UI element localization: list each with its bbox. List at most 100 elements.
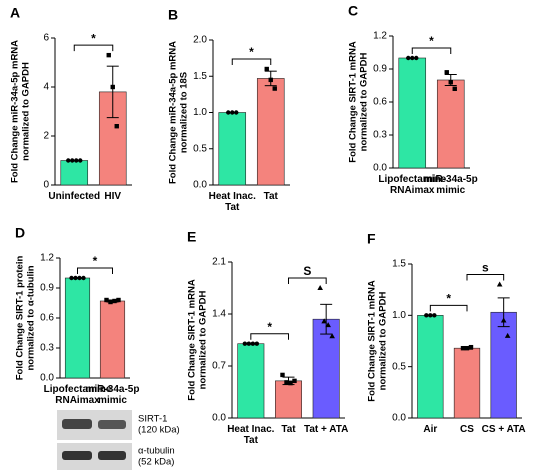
x-tick-label: Air bbox=[423, 424, 437, 435]
bar bbox=[312, 318, 340, 419]
y-tick-label: 0.5 bbox=[392, 361, 406, 372]
significance-bracket bbox=[77, 267, 113, 274]
data-point bbox=[116, 297, 121, 303]
x-tick-label: miR-34a-5p mimic bbox=[86, 384, 140, 406]
bar bbox=[398, 57, 427, 169]
blot-band bbox=[62, 451, 92, 460]
data-point bbox=[329, 333, 335, 339]
y-tick-label: 1.0 bbox=[193, 107, 207, 118]
x-tick-label: HIV bbox=[104, 191, 121, 202]
significance-bracket bbox=[73, 44, 114, 52]
significance-bracket bbox=[411, 47, 452, 54]
data-point bbox=[226, 110, 231, 115]
y-tick-label: 0 bbox=[43, 180, 49, 191]
x-tick-label: Lipofectamine RNAimax bbox=[378, 174, 446, 196]
data-point bbox=[74, 158, 79, 163]
y-tick-label: 0.3 bbox=[373, 130, 387, 141]
significance-label: S bbox=[303, 264, 311, 278]
data-point bbox=[496, 281, 503, 287]
blot-label: α-tubulin bbox=[138, 446, 175, 457]
bar bbox=[490, 311, 517, 419]
significance-label: * bbox=[91, 31, 96, 45]
data-point bbox=[250, 341, 256, 346]
significance-label: * bbox=[429, 34, 434, 48]
bar bbox=[64, 277, 91, 379]
data-point bbox=[69, 275, 74, 281]
data-point bbox=[78, 158, 83, 163]
blot-label: SIRT-1 bbox=[138, 414, 167, 425]
y-tick-label: 0.9 bbox=[40, 283, 54, 294]
y-tick-label: 0.0 bbox=[373, 163, 387, 174]
y-tick-label: 0.5 bbox=[193, 143, 207, 154]
data-point bbox=[317, 285, 323, 290]
y-axis-label: normalized to GAPDH bbox=[21, 62, 32, 161]
data-point bbox=[292, 378, 297, 384]
data-point bbox=[424, 313, 429, 318]
y-tick-label: 1.4 bbox=[212, 309, 226, 320]
error-bar bbox=[320, 303, 333, 335]
data-point bbox=[234, 110, 239, 115]
y-tick-label: 2.0 bbox=[193, 35, 207, 46]
data-point bbox=[272, 86, 277, 91]
y-tick-label: 4 bbox=[43, 82, 49, 93]
blot-label: (120 kDa) bbox=[138, 425, 180, 436]
data-point bbox=[70, 158, 75, 163]
data-point bbox=[114, 124, 119, 129]
data-point bbox=[410, 55, 415, 61]
x-tick-label: miR-34a-5p mimic bbox=[424, 174, 478, 196]
bar bbox=[237, 343, 265, 419]
data-point bbox=[246, 341, 252, 346]
significance-bracket bbox=[466, 274, 505, 281]
bar bbox=[417, 315, 444, 419]
bar bbox=[99, 300, 126, 379]
panel-label: E bbox=[187, 229, 196, 245]
data-point bbox=[500, 317, 507, 323]
panel-label: D bbox=[15, 225, 25, 241]
y-axis-label: Fold Change SIRT-1 mRNA bbox=[187, 279, 198, 401]
panel-label: F bbox=[367, 231, 376, 247]
error-bar bbox=[106, 65, 119, 119]
significance-label: s bbox=[482, 261, 489, 275]
y-tick-label: 0.0 bbox=[392, 413, 406, 424]
significance-label: * bbox=[249, 45, 254, 59]
data-point bbox=[414, 55, 419, 61]
data-point bbox=[264, 66, 269, 72]
y-axis-label: Fold Change SIRT-1 mRNA bbox=[367, 280, 378, 402]
x-tick-label: Lipofectamine RNAimax bbox=[44, 384, 112, 406]
y-tick-label: 0.9 bbox=[373, 64, 387, 75]
blot-band bbox=[62, 419, 92, 429]
data-point bbox=[452, 86, 457, 91]
x-tick-label: Tat bbox=[281, 424, 296, 435]
y-tick-label: 0.0 bbox=[40, 373, 54, 384]
y-axis-label: Fold Change SIRT-1 mRNA bbox=[348, 41, 359, 163]
x-tick-label: Uninfected bbox=[48, 191, 100, 202]
y-axis-label: normalized to GAPDH bbox=[359, 53, 370, 152]
y-axis-label: normalized to α-tubulin bbox=[26, 265, 37, 370]
data-point bbox=[268, 77, 273, 83]
data-point bbox=[280, 372, 285, 378]
data-point bbox=[284, 380, 289, 385]
y-tick-label: 0.3 bbox=[40, 343, 54, 354]
panel-label: B bbox=[168, 7, 178, 23]
panel-label: C bbox=[348, 3, 358, 19]
data-point bbox=[230, 110, 235, 115]
data-point bbox=[468, 344, 474, 350]
y-axis-label: Fold Change SIRT-1 protein bbox=[15, 256, 26, 381]
panel-label: A bbox=[10, 5, 20, 21]
data-point bbox=[106, 52, 111, 58]
data-point bbox=[110, 84, 115, 90]
x-tick-label: CS + ATA bbox=[482, 424, 526, 435]
blot-label: (52 kDa) bbox=[138, 457, 174, 468]
y-axis-label: normalized to GAPDH bbox=[378, 292, 389, 391]
data-point bbox=[432, 313, 437, 318]
significance-bracket bbox=[429, 304, 468, 312]
significance-label: * bbox=[446, 292, 451, 306]
bar bbox=[60, 160, 89, 186]
y-tick-label: 1.0 bbox=[392, 310, 406, 321]
data-point bbox=[444, 70, 449, 75]
y-tick-label: 1.2 bbox=[373, 31, 387, 42]
bar bbox=[453, 347, 481, 419]
x-tick-label: Heat Inac. Tat bbox=[209, 191, 256, 213]
significance-bracket bbox=[288, 277, 327, 284]
